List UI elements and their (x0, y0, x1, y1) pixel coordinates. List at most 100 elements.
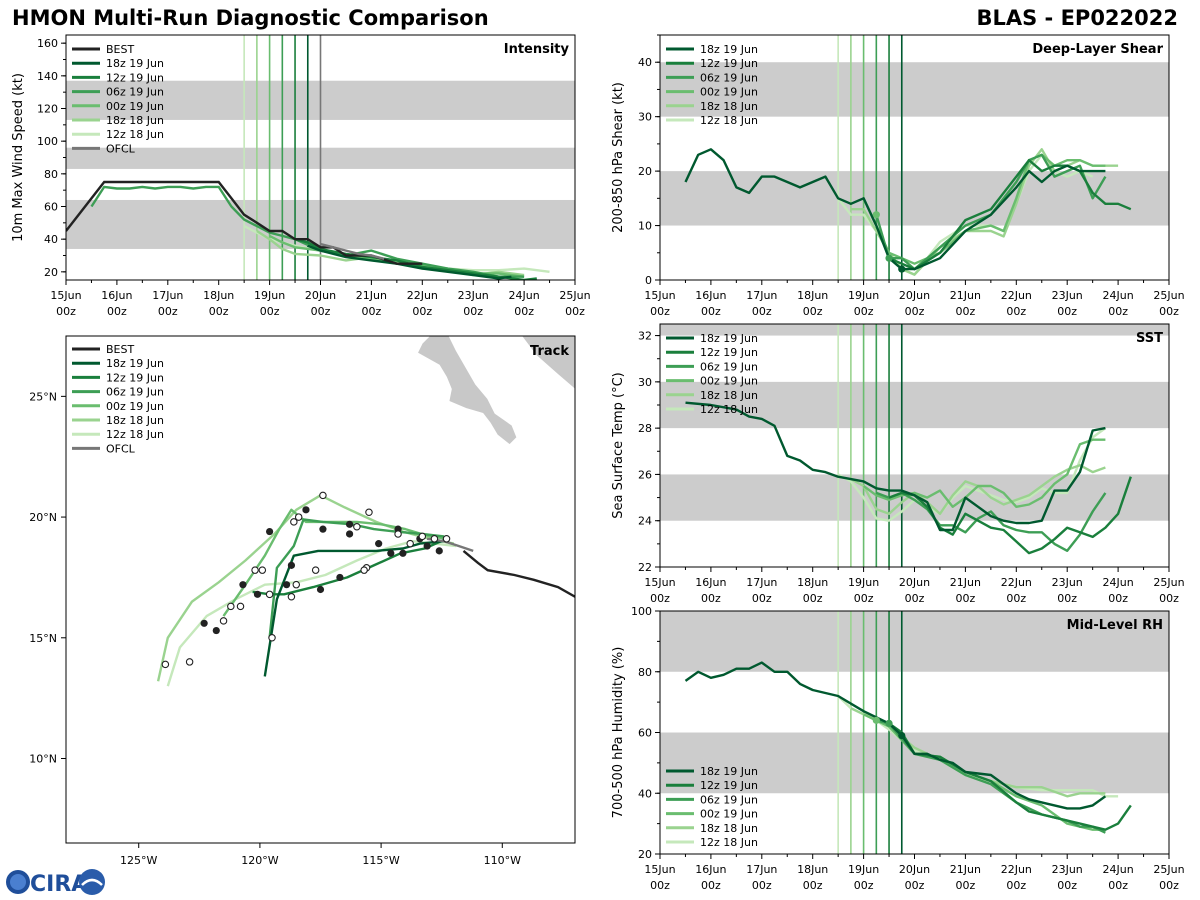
shear-x-tick-label: 15Jun (644, 289, 675, 302)
shear-x-tick-label: 21Jun (950, 289, 981, 302)
rh-x-tick-label: 20Jun (899, 863, 930, 876)
sst-legend-label: 18z 18 Jun (700, 389, 758, 402)
sst-x-tick-label: 18Jun (797, 576, 828, 589)
intensity-legend-label: 18z 19 Jun (106, 57, 164, 70)
intensity-panel-title: Intensity (504, 42, 570, 57)
shear-panel: 0 10 20 30 40 15Jun 00z 16Jun 00z 17Jun 00z 18Jun 00… (611, 34, 1185, 318)
intensity-x-tick-sublabel: 00z (514, 305, 534, 318)
rh-threshold-band (660, 611, 1169, 672)
shear-x-tick-sublabel: 00z (854, 305, 874, 318)
intensity-panel: 20 40 60 80 100 120 140 160 15Jun 00z 16Jun 00z 17Ju… (11, 34, 591, 318)
track-marker-filled (319, 525, 327, 533)
shear-x-tick-sublabel: 00z (650, 305, 670, 318)
track-marker-open (227, 602, 235, 611)
intensity-x-tick-sublabel: 00z (56, 305, 76, 318)
track-x-tick-label: 120°W (241, 854, 278, 867)
cira-logo: CIRA (6, 869, 105, 897)
intensity-x-tick-sublabel: 00z (311, 305, 331, 318)
cira-logo-inner-icon (10, 874, 26, 890)
intensity-series-ofcl (320, 242, 385, 260)
track-marker-filled (253, 590, 262, 598)
sst-y-tick-label: 32 (638, 330, 652, 343)
intensity-x-tick-label: 24Jun (509, 289, 540, 302)
track-y-tick-label: 25°N (29, 390, 57, 403)
track-marker-filled (239, 581, 247, 589)
shear-x-tick-sublabel: 00z (752, 305, 772, 318)
rh-legend-label: 18z 18 Jun (700, 822, 758, 835)
track-legend-label: 00z 19 Jun (106, 400, 164, 413)
shear-panel-title: Deep-Layer Shear (1032, 42, 1163, 57)
intensity-x-tick-sublabel: 00z (412, 305, 432, 318)
sst-series-18z-19-jun (685, 401, 1106, 532)
track-y-tick-label: 20°N (29, 511, 57, 524)
track-marker-filled (423, 542, 431, 550)
sst-legend-label: 00z 19 Jun (700, 375, 758, 388)
mexico-mainland-land (521, 336, 575, 390)
partner-logo-wave-icon (81, 878, 103, 886)
rh-x-tick-label: 22Jun (1001, 863, 1032, 876)
track-marker-open (185, 658, 194, 666)
intensity-x-tick-label: 20Jun (305, 289, 336, 302)
rh-init-marker (872, 716, 880, 724)
track-legend-label: 12z 18 Jun (106, 428, 164, 441)
rh-y-tick-label: 80 (638, 666, 652, 679)
rh-legend-label: 18z 19 Jun (700, 765, 758, 778)
intensity-x-tick-label: 18Jun (203, 289, 234, 302)
track-map-group (156, 336, 575, 687)
sst-x-tick-sublabel: 00z (1057, 592, 1077, 605)
track-x-tick-label: 125°W (120, 854, 157, 867)
rh-y-tick-label: 60 (638, 727, 652, 740)
shear-y-tick-label: 0 (645, 274, 652, 287)
shear-legend-label: 06z 19 Jun (700, 71, 758, 84)
sst-x-tick-sublabel: 00z (650, 592, 670, 605)
rh-series-group (684, 661, 1132, 834)
sst-y-axis-label: Sea Surface Temp (°C) (611, 372, 626, 519)
intensity-x-tick-sublabel: 00z (463, 305, 483, 318)
shear-x-tick-label: 19Jun (848, 289, 879, 302)
shear-threshold-band (660, 62, 1169, 117)
rh-x-tick-label: 23Jun (1052, 863, 1083, 876)
track-x-tick-label: 115°W (362, 854, 399, 867)
intensity-x-tick-label: 21Jun (356, 289, 387, 302)
intensity-x-tick-label: 17Jun (152, 289, 183, 302)
shear-series-group (684, 148, 1132, 276)
shear-x-tick-label: 20Jun (899, 289, 930, 302)
rh-x-tick-sublabel: 00z (1108, 879, 1128, 892)
track-marker-filled (212, 626, 220, 635)
track-frame (65, 335, 576, 844)
sst-series-06z-19-jun (875, 491, 1107, 552)
sst-x-tick-label: 21Jun (950, 576, 981, 589)
track-marker-open (161, 660, 170, 669)
shear-y-tick-label: 40 (638, 56, 652, 69)
intensity-legend-label: BEST (106, 43, 134, 56)
sst-x-tick-label: 17Jun (746, 576, 777, 589)
shear-y-tick-label: 30 (638, 111, 652, 124)
intensity-x-tick-label: 22Jun (407, 289, 438, 302)
track-marker-filled (387, 549, 395, 557)
sst-legend-label: 18z 19 Jun (700, 332, 758, 345)
rh-threshold-band (660, 732, 1169, 794)
intensity-y-axis-label: 10m Max Wind Speed (kt) (11, 73, 26, 242)
track-marker-filled (345, 530, 354, 538)
rh-x-tick-sublabel: 00z (905, 879, 925, 892)
rh-init-marker (898, 731, 906, 740)
rh-y-tick-label: 100 (631, 605, 652, 618)
track-panel: 125°W 120°W 115°W 110°W 10°N 15°N 20°N 25°N Trac… (29, 335, 576, 867)
sst-x-tick-label: 23Jun (1052, 576, 1083, 589)
rh-x-tick-sublabel: 00z (701, 879, 721, 892)
track-legend-label: 12z 19 Jun (106, 371, 164, 384)
track-marker-filled (345, 520, 354, 528)
shear-x-tick-sublabel: 00z (956, 305, 976, 318)
rh-init-marker (885, 719, 893, 727)
rh-x-tick-label: 16Jun (695, 863, 726, 876)
track-series-12z-18-jun (166, 540, 457, 687)
intensity-y-tick-label: 60 (44, 201, 58, 214)
track-marker-filled (282, 581, 291, 589)
shear-x-tick-label: 25Jun (1153, 289, 1184, 302)
track-marker-open (394, 530, 402, 538)
track-marker-open (292, 580, 301, 589)
rh-legend-label: 12z 19 Jun (700, 779, 758, 792)
